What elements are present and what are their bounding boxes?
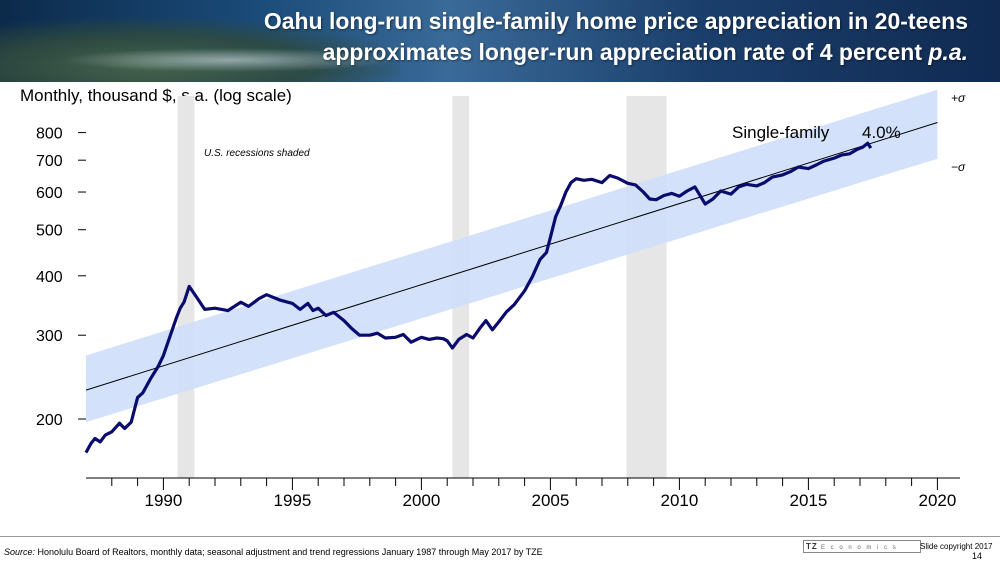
x-tick-label-2005: 2005 [531, 491, 569, 510]
y-tick-label-300: 300 [36, 328, 63, 345]
y-tick-label-400: 400 [36, 269, 63, 286]
series-label: Single-family [732, 123, 830, 142]
y-tick-label-700: 700 [36, 153, 63, 170]
x-tick-label-1990: 1990 [144, 491, 182, 510]
slide-title: Oahu long-run single-family home price a… [264, 6, 968, 68]
recession-annotation: U.S. recessions shaded [204, 148, 310, 159]
minus-sigma-label: −σ [951, 160, 966, 174]
x-tick-label-2000: 2000 [402, 491, 440, 510]
y-axis-label: Monthly, thousand $, s.a. (log scale) [20, 86, 292, 105]
y-tick-label-800: 800 [36, 126, 63, 143]
source-label: Source: [4, 547, 36, 557]
x-tick-label-2010: 2010 [660, 491, 698, 510]
header-banner: Oahu long-run single-family home price a… [0, 0, 1000, 82]
x-tick-label-1995: 1995 [273, 491, 311, 510]
trend-line [85, 122, 938, 391]
recession-band-3 [626, 96, 667, 478]
logo-text: TZ [806, 542, 818, 551]
island-photo-surf [60, 48, 400, 72]
title-line-2-em: p.a. [928, 39, 968, 65]
trend-rate-label: 4.0% [862, 123, 901, 142]
y-tick-label-500: 500 [36, 223, 63, 240]
title-line-1: Oahu long-run single-family home price a… [263, 8, 968, 34]
y-tick-label-200: 200 [36, 412, 63, 429]
source-note: Source: Honolulu Board of Realtors, mont… [4, 547, 543, 557]
title-line-2: approximates longer-run appreciation rat… [264, 37, 968, 68]
y-tick-label-600: 600 [36, 185, 63, 202]
copyright-note: Slide copyright 2017 [920, 542, 993, 551]
plus-sigma-label: +σ [951, 91, 966, 105]
title-line-2-text: approximates longer-run appreciation rat… [322, 39, 929, 65]
x-tick-label-2020: 2020 [918, 491, 956, 510]
page-number: 14 [972, 551, 983, 561]
tze-logo: TZ E c o n o m i c s [803, 540, 921, 553]
source-text: Honolulu Board of Realtors, monthly data… [37, 547, 543, 557]
x-tick-label-2015: 2015 [789, 491, 827, 510]
logo-rest-text: E c o n o m i c s [821, 545, 898, 551]
recession-band-1 [177, 96, 195, 478]
single-family-price-line [84, 141, 873, 454]
footer-divider [0, 536, 1000, 537]
